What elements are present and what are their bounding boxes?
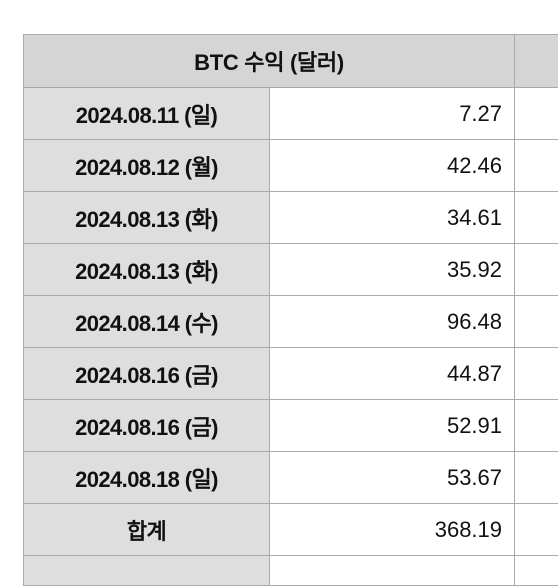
empty-cell[interactable]	[515, 400, 558, 452]
empty-cell[interactable]	[515, 140, 558, 192]
date-cell[interactable]: 2024.08.14 (수)	[24, 296, 270, 348]
date-cell[interactable]: 2024.08.16 (금)	[24, 400, 270, 452]
empty-cell[interactable]	[515, 348, 558, 400]
table-title-cell[interactable]: BTC 수익 (달러)	[24, 35, 515, 88]
table-row: 2024.08.13 (화) 34.61	[24, 192, 558, 244]
value-cell[interactable]: 44.87	[270, 348, 515, 400]
empty-cell[interactable]	[515, 88, 558, 140]
value-cell[interactable]: 53.67	[270, 452, 515, 504]
total-row: 합계 368.19	[24, 504, 558, 556]
table-row: 2024.08.13 (화) 35.92	[24, 244, 558, 296]
spreadsheet-table-area: BTC 수익 (달러) 2024.08.11 (일) 7.27 2024.08.…	[23, 34, 558, 582]
empty-label-cell[interactable]	[24, 556, 270, 586]
empty-cell[interactable]	[515, 556, 558, 586]
empty-cell[interactable]	[515, 296, 558, 348]
date-cell[interactable]: 2024.08.16 (금)	[24, 348, 270, 400]
total-label-cell[interactable]: 합계	[24, 504, 270, 556]
table-row: 2024.08.11 (일) 7.27	[24, 88, 558, 140]
table-row: 2024.08.16 (금) 44.87	[24, 348, 558, 400]
empty-value-cell[interactable]	[270, 556, 515, 586]
header-extra-cell[interactable]	[515, 35, 558, 88]
table-row: 2024.08.16 (금) 52.91	[24, 400, 558, 452]
table-row: 2024.08.12 (월) 42.46	[24, 140, 558, 192]
date-cell[interactable]: 2024.08.18 (일)	[24, 452, 270, 504]
value-cell[interactable]: 42.46	[270, 140, 515, 192]
empty-cell[interactable]	[515, 452, 558, 504]
table-row: 2024.08.18 (일) 53.67	[24, 452, 558, 504]
table-row: 2024.08.14 (수) 96.48	[24, 296, 558, 348]
empty-row	[24, 556, 558, 586]
value-cell[interactable]: 35.92	[270, 244, 515, 296]
total-value-cell[interactable]: 368.19	[270, 504, 515, 556]
date-cell[interactable]: 2024.08.12 (월)	[24, 140, 270, 192]
date-cell[interactable]: 2024.08.13 (화)	[24, 244, 270, 296]
value-cell[interactable]: 96.48	[270, 296, 515, 348]
date-cell[interactable]: 2024.08.13 (화)	[24, 192, 270, 244]
value-cell[interactable]: 7.27	[270, 88, 515, 140]
empty-cell[interactable]	[515, 504, 558, 556]
btc-profit-table: BTC 수익 (달러) 2024.08.11 (일) 7.27 2024.08.…	[23, 34, 558, 586]
date-cell[interactable]: 2024.08.11 (일)	[24, 88, 270, 140]
header-row: BTC 수익 (달러)	[24, 35, 558, 88]
empty-cell[interactable]	[515, 192, 558, 244]
value-cell[interactable]: 34.61	[270, 192, 515, 244]
value-cell[interactable]: 52.91	[270, 400, 515, 452]
empty-cell[interactable]	[515, 244, 558, 296]
